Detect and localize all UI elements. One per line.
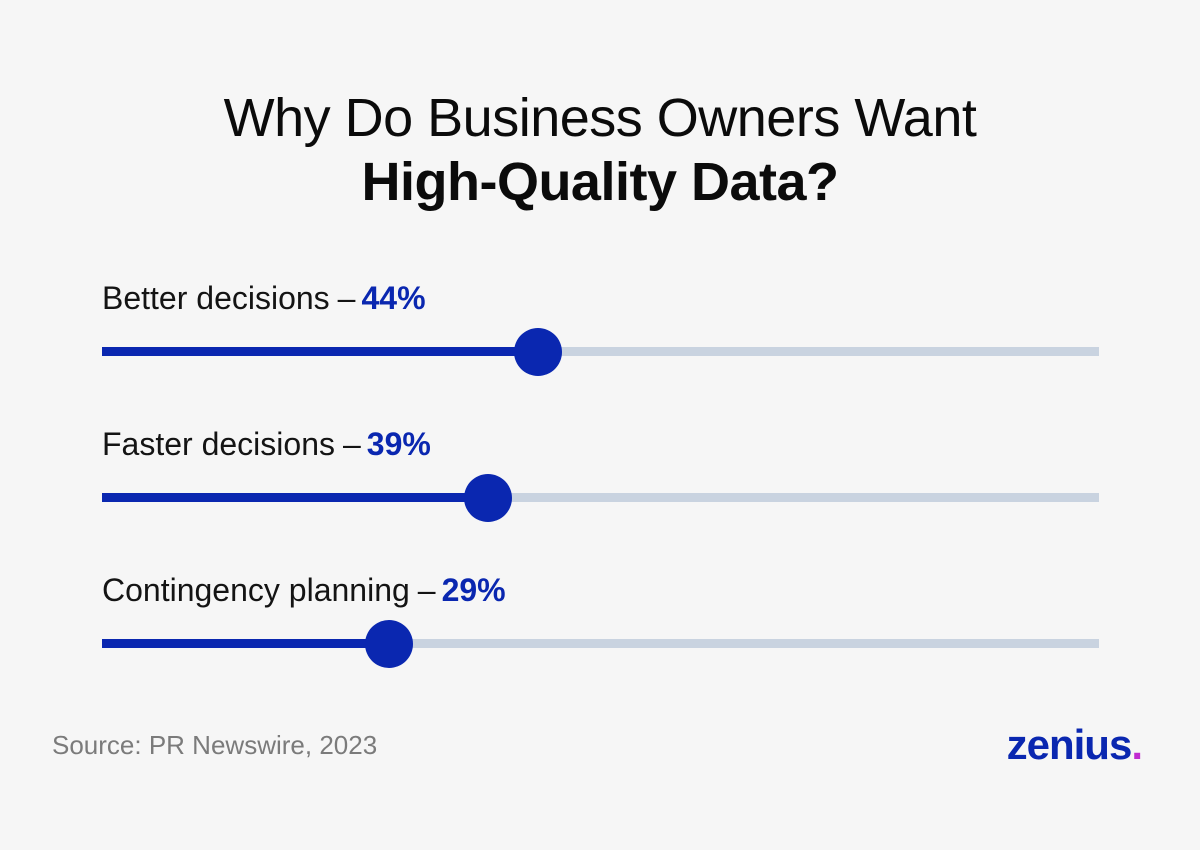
bar-label: Faster decisions –39% xyxy=(102,424,431,464)
label-separator: – xyxy=(417,572,436,608)
chart-title: Why Do Business Owners Want High-Quality… xyxy=(0,86,1200,214)
label-separator: – xyxy=(337,280,356,316)
bar-label: Contingency planning –29% xyxy=(102,570,506,610)
bar-item: Better decisions –44% xyxy=(0,278,1200,408)
source-year: 2023 xyxy=(319,730,378,760)
bar-fill xyxy=(102,493,489,502)
category-label: Better decisions xyxy=(102,280,330,316)
bar-fill xyxy=(102,347,538,356)
bar-knob xyxy=(514,327,562,376)
zenius-logo: zenius. xyxy=(1006,720,1143,770)
chart-title-line1: Why Do Business Owners Want xyxy=(223,88,977,148)
category-label: Faster decisions xyxy=(102,426,335,462)
bar-label: Better decisions –44% xyxy=(102,278,426,318)
category-label: Contingency planning xyxy=(102,572,410,608)
label-separator: – xyxy=(342,426,361,462)
value-label: 44% xyxy=(361,280,426,316)
bar-track xyxy=(102,327,1099,376)
bar-knob xyxy=(365,619,414,668)
bar-item: Faster decisions –39% xyxy=(0,424,1200,554)
value-label: 29% xyxy=(441,572,506,608)
source-prefix: Source: xyxy=(52,730,142,760)
source-name: PR Newswire, xyxy=(148,730,313,760)
logo-dot: . xyxy=(1131,721,1143,768)
bar-track xyxy=(102,619,1099,668)
bar-fill xyxy=(102,639,390,648)
bar-item: Contingency planning –29% xyxy=(0,570,1200,700)
source-note: Source: PR Newswire, 2023 xyxy=(52,728,377,762)
logo-text: zenius xyxy=(1006,721,1133,768)
value-label: 39% xyxy=(366,426,431,462)
bar-track xyxy=(102,473,1099,522)
bar-knob xyxy=(464,473,513,522)
chart-title-line2: High-Quality Data? xyxy=(361,152,839,212)
